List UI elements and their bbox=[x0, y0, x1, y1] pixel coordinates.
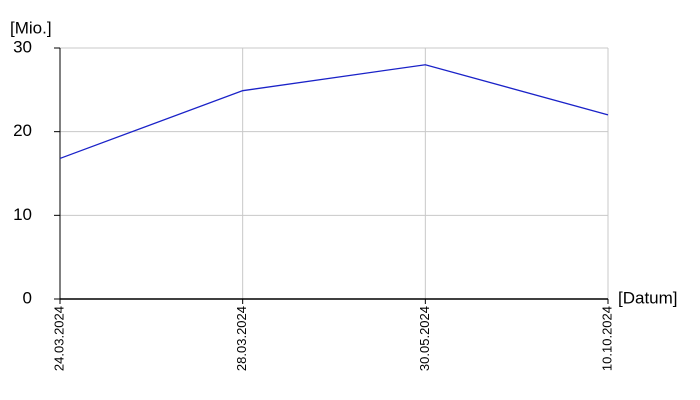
y-tick-label: 10 bbox=[13, 205, 32, 224]
x-tick-label: 24.03.2024 bbox=[51, 306, 66, 371]
y-tick-label: 30 bbox=[13, 37, 32, 56]
y-tick-label: 0 bbox=[23, 288, 32, 307]
data-line bbox=[59, 64, 609, 160]
x-axis-label: [Datum] bbox=[618, 288, 678, 307]
x-tick-label: 28.03.2024 bbox=[234, 306, 249, 371]
y-tick-label: 20 bbox=[13, 121, 32, 140]
x-tick-label: 30.05.2024 bbox=[417, 306, 432, 371]
y-axis-label: [Mio.] bbox=[10, 18, 52, 37]
x-tick-label: 10.10.2024 bbox=[599, 306, 614, 371]
